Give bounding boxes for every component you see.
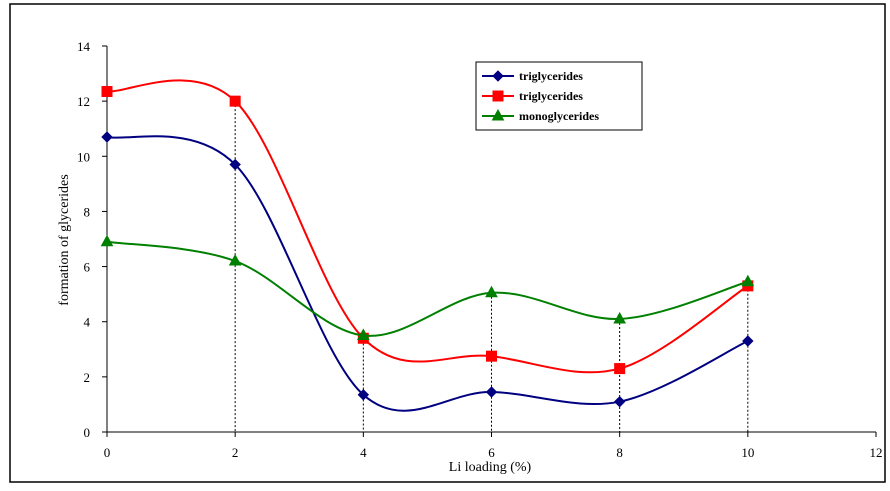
- x-tick-label: 10: [741, 445, 754, 460]
- x-tick-label: 4: [360, 445, 367, 460]
- x-tick-label: 2: [232, 445, 239, 460]
- legend-label: triglycerides: [519, 89, 583, 103]
- y-tick-label: 0: [84, 425, 91, 440]
- legend-item-1: triglycerides: [482, 89, 583, 103]
- x-axis-title: Li loading (%): [449, 460, 532, 475]
- y-tick-label: 8: [84, 204, 91, 219]
- legend: triglycerides triglycerides monoglycerides: [476, 62, 642, 130]
- x-tick-label: 0: [104, 445, 111, 460]
- legend-label: monoglycerides: [519, 109, 599, 123]
- legend-item-0: triglycerides: [482, 69, 583, 83]
- y-axis-title: formation of glycerides: [57, 174, 72, 305]
- y-tick-label: 2: [84, 370, 91, 385]
- y-tick-label: 4: [84, 315, 91, 330]
- x-tick-label: 6: [488, 445, 495, 460]
- legend-marker: [493, 91, 503, 101]
- chart-border: [10, 4, 885, 482]
- data-point: [102, 86, 112, 96]
- y-tick-label: 10: [77, 149, 90, 164]
- x-tick-label: 8: [616, 445, 623, 460]
- y-tick-label: 6: [84, 260, 91, 275]
- legend-label: triglycerides: [519, 69, 583, 83]
- y-tick-label: 12: [77, 94, 90, 109]
- data-point: [615, 364, 625, 374]
- data-point: [230, 96, 240, 106]
- y-tick-label: 14: [77, 39, 91, 54]
- x-tick-label: 12: [870, 445, 883, 460]
- data-point: [487, 351, 497, 361]
